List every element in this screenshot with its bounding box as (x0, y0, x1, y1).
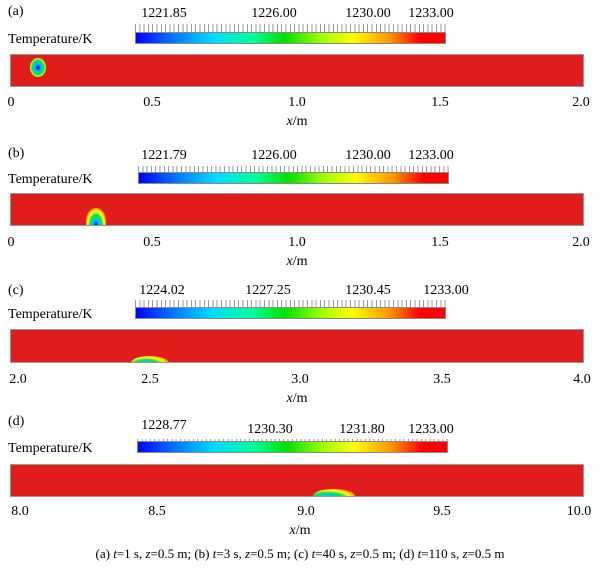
x-tick-label: 1.0 (288, 95, 306, 110)
colorbar-tick-label: 1233.00 (408, 422, 454, 437)
panel-label: (a) (8, 4, 24, 19)
x-tick-label: 0 (7, 95, 15, 110)
x-axis-title: x/m (289, 523, 311, 538)
x-tick-label: 8.0 (11, 504, 29, 519)
colorbar-tick-label: 1221.79 (141, 148, 187, 163)
colorbar-tick-label: 1231.80 (339, 422, 385, 437)
colorbar-tick-label: 1233.00 (408, 6, 454, 21)
temperature-field (10, 464, 584, 497)
colorbar-title: Temperature/K (8, 441, 93, 456)
temperature-colorbar (138, 172, 449, 184)
x-tick-label: 4.0 (573, 372, 591, 387)
x-tick-label: 9.5 (433, 504, 451, 519)
colorbar-tick-label: 1233.00 (423, 283, 469, 298)
x-tick-label: 3.0 (291, 372, 309, 387)
colorbar-tick-label: 1230.30 (247, 422, 293, 437)
colorbar-title: Temperature/K (8, 307, 93, 322)
figure-caption: (a) t=1 s, z=0.5 m; (b) t=3 s, z=0.5 m; … (95, 546, 505, 561)
temperature-field (10, 54, 584, 87)
temperature-colorbar (137, 441, 448, 453)
panel-label: (b) (8, 146, 25, 161)
x-axis-title: x/m (286, 254, 308, 269)
cold-droplet (313, 489, 355, 496)
x-tick-label: 8.5 (148, 504, 166, 519)
panel-c: (c) 1224.02 1227.25 1230.45 1233.00 Temp… (0, 283, 600, 413)
x-tick-label: 2.0 (9, 372, 27, 387)
colorbar-tick-label: 1228.77 (141, 418, 187, 433)
colorbar-tick-label: 1227.25 (245, 283, 291, 298)
x-tick-label: 1.0 (288, 235, 306, 250)
colorbar-title: Temperature/K (8, 172, 93, 187)
x-axis-title: x/m (286, 391, 308, 406)
x-tick-label: 2.0 (572, 235, 590, 250)
temperature-colorbar (135, 307, 446, 319)
x-axis-title: x/m (286, 114, 308, 129)
colorbar-title: Temperature/K (8, 32, 93, 47)
colorbar-tick-label: 1230.45 (345, 283, 391, 298)
panel-label: (c) (8, 283, 24, 298)
x-tick-label: 2.5 (141, 372, 159, 387)
panel-label: (d) (8, 414, 25, 429)
x-tick-label: 10.0 (566, 504, 592, 519)
x-tick-label: 1.5 (431, 95, 449, 110)
x-tick-label: 3.5 (433, 372, 451, 387)
panel-d: (d) 1228.77 1230.30 1231.80 1233.00 Temp… (0, 414, 600, 544)
cold-droplet (30, 58, 46, 77)
cold-droplet (86, 208, 106, 225)
panel-b: (b) 1221.79 1226.00 1230.00 1233.00 Temp… (0, 146, 600, 276)
colorbar-tick-label: 1233.00 (408, 148, 454, 163)
x-tick-label: 1.5 (431, 235, 449, 250)
colorbar-tick-label: 1224.02 (139, 283, 185, 298)
x-tick-label: 0.5 (143, 235, 161, 250)
colorbar-tick-label: 1226.00 (251, 6, 297, 21)
temperature-colorbar (135, 32, 446, 44)
temperature-field (10, 193, 584, 226)
x-tick-label: 0 (7, 235, 15, 250)
cold-droplet (131, 356, 169, 362)
colorbar-tick-label: 1230.00 (345, 148, 391, 163)
x-tick-label: 0.5 (143, 95, 161, 110)
panel-a: (a) 1221.85 1226.00 1230.00 1233.00 Temp… (0, 4, 600, 134)
x-tick-label: 2.0 (572, 95, 590, 110)
colorbar-ticks (138, 166, 449, 174)
x-tick-label: 9.0 (297, 504, 315, 519)
colorbar-tick-label: 1221.85 (141, 6, 187, 21)
colorbar-ticks (135, 300, 446, 308)
temperature-field (10, 329, 584, 363)
colorbar-ticks (135, 24, 446, 32)
colorbar-tick-label: 1230.00 (345, 6, 391, 21)
colorbar-tick-label: 1226.00 (251, 148, 297, 163)
